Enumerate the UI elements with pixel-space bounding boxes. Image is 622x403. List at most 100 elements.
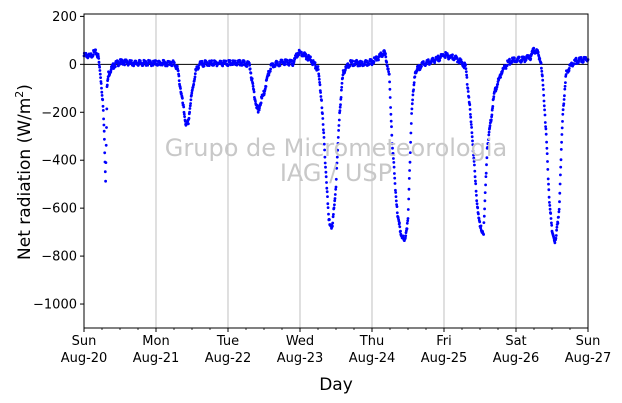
data-point	[548, 201, 551, 204]
y-tick-label-6: −1000	[33, 298, 77, 313]
data-point	[313, 61, 317, 64]
data-point	[325, 186, 329, 190]
data-point	[332, 213, 335, 216]
data-point	[542, 99, 546, 103]
data-point	[473, 163, 476, 167]
data-point	[290, 59, 294, 63]
data-point	[501, 69, 504, 73]
y-tick-label-1: 0	[69, 58, 77, 73]
data-point	[547, 195, 551, 199]
data-point	[316, 68, 320, 71]
y-axis-title: Net radiation (W/m2)	[13, 84, 35, 260]
data-point	[252, 90, 256, 94]
data-point	[399, 229, 402, 233]
data-point	[219, 59, 223, 63]
watermark: Grupo de Micrometeorologia IAG / USP	[165, 134, 507, 187]
data-point	[321, 117, 325, 120]
data-point	[200, 59, 204, 63]
data-point	[540, 69, 544, 73]
data-point	[320, 106, 324, 110]
data-point	[377, 58, 380, 62]
data-point	[100, 94, 104, 97]
data-point	[367, 62, 371, 66]
data-point	[321, 123, 325, 126]
data-point	[326, 206, 330, 210]
data-point	[323, 161, 327, 165]
data-point	[508, 57, 511, 61]
data-point	[341, 76, 344, 80]
x-tick-date-3: Aug-23	[277, 351, 324, 366]
data-point	[505, 64, 509, 67]
data-point	[561, 120, 564, 123]
y-axis-title-superscript: 2	[13, 91, 26, 98]
data-point	[487, 138, 490, 142]
data-point	[177, 74, 181, 78]
data-point	[404, 236, 407, 240]
y-axis-title-close: )	[15, 84, 35, 91]
data-point	[105, 107, 109, 111]
data-point	[404, 234, 408, 238]
data-point	[353, 63, 357, 67]
data-point	[483, 207, 486, 211]
x-axis: Sun Aug-20 Mon Aug-21 Tue Aug-22 Wed Aug-23 Thu A…	[61, 328, 612, 366]
data-point	[391, 146, 394, 150]
data-point	[317, 77, 321, 81]
data-point	[557, 207, 561, 211]
data-point	[411, 93, 415, 97]
data-point	[337, 118, 341, 122]
data-point	[97, 63, 101, 67]
data-point	[386, 64, 389, 68]
data-point	[563, 84, 567, 88]
data-point	[334, 177, 338, 181]
data-point	[407, 177, 411, 180]
data-point	[479, 226, 483, 230]
data-point	[351, 59, 355, 63]
data-point	[411, 98, 414, 102]
data-point	[181, 96, 184, 100]
data-point	[464, 67, 468, 70]
data-point	[394, 199, 398, 203]
data-point	[100, 86, 103, 90]
data-point	[499, 75, 502, 79]
data-point	[560, 133, 564, 136]
data-point	[561, 108, 565, 112]
data-point	[103, 170, 107, 174]
data-point	[398, 221, 401, 225]
y-tick-label-2: −200	[41, 106, 77, 121]
data-point	[269, 67, 272, 71]
data-point	[325, 181, 328, 184]
data-point	[563, 87, 567, 91]
data-point	[413, 75, 417, 79]
data-point	[96, 52, 100, 56]
data-point	[410, 102, 414, 106]
data-point	[348, 64, 352, 68]
x-tick-date-2: Aug-22	[205, 351, 252, 366]
y-axis-title-main: Net radiation (W/m	[15, 98, 35, 260]
data-point	[243, 60, 246, 63]
data-point	[492, 95, 496, 99]
watermark-line-1: Grupo de Micrometeorologia	[165, 134, 507, 162]
data-point	[393, 172, 396, 175]
x-tick-day-0: Sun	[72, 334, 97, 349]
data-point	[558, 200, 561, 204]
x-tick-date-7: Aug-27	[565, 351, 612, 366]
data-point	[469, 120, 473, 124]
data-point	[179, 87, 182, 90]
data-point	[546, 177, 550, 181]
data-point	[151, 63, 155, 67]
data-point	[579, 56, 583, 59]
data-point	[504, 67, 508, 70]
data-point	[358, 64, 362, 68]
data-point	[102, 123, 106, 127]
data-point	[264, 85, 268, 88]
data-point	[466, 90, 470, 93]
data-point	[510, 61, 514, 64]
data-point	[470, 126, 473, 129]
data-point	[469, 113, 472, 116]
data-point	[472, 153, 475, 157]
data-point	[197, 66, 201, 70]
data-point	[328, 218, 331, 222]
data-point	[543, 108, 546, 112]
data-point	[309, 55, 312, 59]
data-point	[398, 225, 402, 229]
